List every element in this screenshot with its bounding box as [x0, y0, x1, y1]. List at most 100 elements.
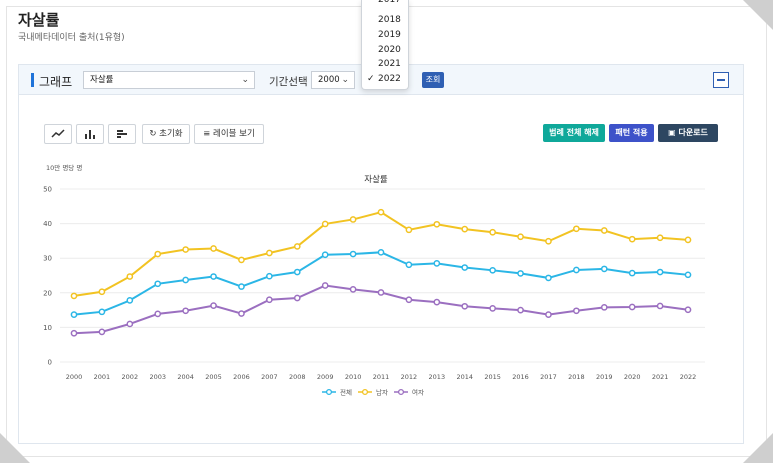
bar-chart-button[interactable] [76, 124, 104, 144]
period-label: 기간선택 [269, 76, 308, 88]
data-point [433, 298, 441, 306]
start-year-select[interactable]: 2000 ⌄ [311, 71, 355, 89]
y-tick-label: 30 [43, 255, 52, 263]
data-point [70, 311, 78, 318]
data-point [600, 227, 608, 234]
x-tick-label: 2004 [177, 373, 194, 381]
data-point [628, 303, 636, 311]
data-point [293, 268, 301, 276]
line-chart-button[interactable] [44, 124, 72, 144]
data-point [628, 269, 636, 277]
query-button[interactable]: 조회 [422, 72, 444, 88]
data-point [182, 246, 189, 253]
year-option[interactable]: 2020 [378, 45, 401, 55]
data-point [182, 276, 189, 284]
data-point [377, 208, 385, 216]
data-point [656, 234, 664, 242]
series-line [73, 251, 689, 316]
bar-chart-icon [85, 130, 95, 139]
data-point [684, 271, 692, 279]
x-tick-label: 2007 [261, 373, 278, 381]
legend-label: 전체 [340, 388, 352, 397]
label-toggle-label: 레이블 보기 [213, 129, 255, 139]
year-option[interactable]: 2019 [378, 30, 401, 40]
legend-label: 남자 [376, 388, 388, 397]
x-tick-label: 2003 [149, 373, 166, 381]
legend-off-button[interactable]: 범례 전체 해제 [543, 124, 605, 142]
data-point [293, 243, 301, 250]
y-tick-label: 0 [48, 359, 52, 367]
data-point [377, 248, 385, 256]
year-option-selected[interactable]: 2022 [362, 74, 410, 84]
minus-icon [717, 79, 725, 81]
legend-label: 여자 [412, 388, 424, 397]
chevron-down-icon: ⌄ [241, 75, 249, 85]
pattern-button[interactable]: 패턴 적용 [609, 124, 654, 142]
data-point [600, 265, 608, 273]
data-point [489, 228, 496, 236]
data-point [154, 310, 162, 318]
data-point [238, 283, 245, 290]
data-point [517, 270, 524, 277]
data-point [293, 294, 301, 302]
year-option[interactable]: 2021 [378, 59, 401, 69]
data-point [98, 288, 106, 296]
reset-button[interactable]: ↻ 초기화 [142, 124, 190, 144]
x-tick-label: 2020 [624, 373, 641, 381]
collapse-button[interactable] [713, 72, 729, 88]
indicator-select[interactable]: 자살률 ⌄ [83, 71, 255, 89]
data-point [266, 272, 273, 280]
data-point [266, 249, 273, 257]
end-year-dropdown[interactable]: 2017 2018 2019 2020 2021 2022 [361, 0, 409, 90]
year-option[interactable]: 2018 [378, 15, 401, 25]
data-point [433, 260, 441, 267]
data-point [126, 297, 134, 304]
data-point [266, 296, 273, 304]
x-tick-label: 2008 [289, 373, 306, 381]
data-point [573, 225, 580, 233]
refresh-icon: ↻ [149, 129, 157, 139]
chart-title: 자살률 [364, 175, 388, 185]
data-point [461, 302, 469, 310]
indicator-select-value: 자살률 [90, 75, 114, 85]
download-button[interactable]: ▣ 다운로드 [658, 124, 718, 142]
corner-fold [743, 0, 773, 30]
x-tick-label: 2018 [568, 373, 585, 381]
x-tick-label: 2019 [596, 373, 613, 381]
y-unit-label: 10만 명당 명 [46, 163, 82, 172]
data-point [377, 289, 385, 296]
list-icon: ≡ [203, 129, 211, 139]
x-tick-label: 2005 [205, 373, 222, 381]
horizontal-bar-button[interactable] [108, 124, 136, 144]
data-point [349, 285, 357, 293]
data-point [461, 264, 469, 271]
x-tick-label: 2017 [540, 373, 557, 381]
x-tick-label: 2022 [680, 373, 697, 381]
data-point [321, 282, 329, 289]
x-tick-label: 2013 [429, 373, 446, 381]
x-tick-label: 2001 [94, 373, 111, 381]
data-point [405, 296, 413, 304]
x-tick-label: 2009 [317, 373, 334, 381]
x-tick-label: 2021 [652, 373, 669, 381]
data-point [349, 250, 357, 258]
data-point [238, 310, 245, 317]
panel-title: 그래프 [39, 75, 73, 89]
reset-label: 초기화 [159, 129, 183, 139]
x-tick-label: 2014 [456, 373, 473, 381]
data-point [573, 307, 580, 315]
data-point [182, 307, 189, 315]
data-point [517, 306, 524, 314]
legend-marker [397, 388, 405, 396]
data-point [461, 225, 469, 233]
page-subtitle: 국내메타데이터 출처(1유형) [18, 33, 125, 43]
data-point [545, 274, 552, 282]
y-tick-label: 10 [43, 324, 52, 332]
data-point [210, 245, 217, 252]
year-option[interactable]: 2017 [378, 0, 401, 5]
data-point [321, 220, 329, 228]
data-point [154, 250, 162, 258]
y-tick-label: 50 [43, 186, 52, 194]
x-tick-label: 2006 [233, 373, 250, 381]
label-toggle-button[interactable]: ≡ 레이블 보기 [194, 124, 264, 144]
